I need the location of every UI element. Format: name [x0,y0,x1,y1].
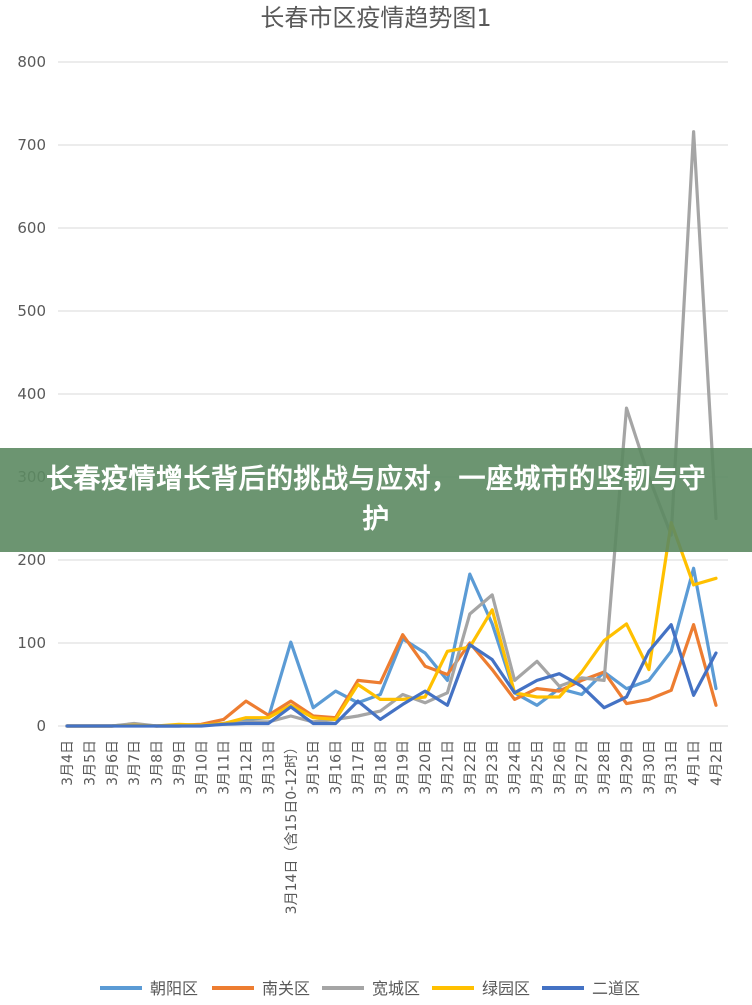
x-tick-label: 3月25日 [530,740,546,795]
y-tick-label: 100 [17,634,46,652]
x-tick-label: 3月22日 [463,740,479,795]
y-tick-label: 0 [36,717,46,735]
x-tick-label: 3月26日 [552,740,568,795]
x-tick-label: 4月2日 [709,740,725,786]
x-tick-label: 3月13日 [261,740,277,795]
x-tick-label: 3月27日 [575,740,591,795]
x-tick-label: 3月15日 [306,740,322,795]
x-tick-label: 4月1日 [687,740,703,786]
x-tick-label: 3月12日 [239,740,255,795]
legend-label: 绿园区 [482,979,530,998]
x-tick-label: 3月21日 [440,740,456,795]
x-tick-label: 3月11日 [217,740,233,795]
series-line [65,623,718,728]
legend-label: 朝阳区 [150,979,198,998]
x-tick-label: 3月30日 [642,740,658,795]
x-tick-label: 3月31日 [664,740,680,795]
chart-title: 长春市区疫情趋势图1 [260,4,491,32]
x-tick-label: 3月7日 [127,740,143,786]
y-tick-label: 600 [17,219,46,237]
x-tick-label: 3月9日 [172,740,188,786]
x-tick-label: 3月16日 [329,740,345,795]
series-line [65,520,718,728]
series-line [65,130,718,728]
legend-label: 二道区 [592,979,640,998]
x-tick-label: 3月4日 [60,740,76,786]
y-tick-label: 800 [17,53,46,71]
x-tick-label: 3月18日 [373,740,389,795]
headline-text: 长春疫情增长背后的挑战与应对，一座城市的坚韧与守护 [46,464,706,535]
x-tick-label: 3月6日 [105,740,121,786]
legend-label: 南关区 [262,979,310,998]
x-tick-label: 3月10日 [194,740,210,795]
x-tick-label: 3月19日 [396,740,412,795]
x-tick-label: 3月29日 [619,740,635,795]
y-tick-label: 200 [17,551,46,569]
x-tick-label: 3月17日 [351,740,367,795]
legend-label: 宽城区 [372,979,420,998]
x-tick-label: 3月14日（含15日0-12时） [284,740,300,914]
y-tick-label: 400 [17,385,46,403]
y-tick-label: 500 [17,302,46,320]
x-tick-label: 3月20日 [418,740,434,795]
x-tick-label: 3月5日 [82,740,98,786]
x-tick-label: 3月24日 [508,740,524,795]
y-tick-label: 700 [17,136,46,154]
x-tick-label: 3月28日 [597,740,613,795]
x-tick-label: 3月8日 [150,740,166,786]
x-tick-label: 3月23日 [485,740,501,795]
headline-banner: 长春疫情增长背后的挑战与应对，一座城市的坚韧与守护 [0,448,752,552]
